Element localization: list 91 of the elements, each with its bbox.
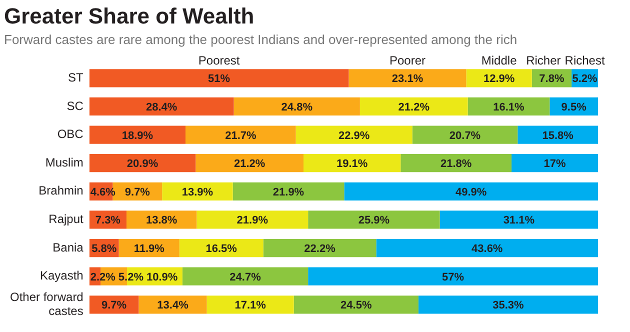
bar	[468, 97, 550, 116]
data-label: 11.9%	[134, 243, 165, 256]
bar	[412, 126, 518, 144]
bar	[196, 154, 304, 172]
bar	[126, 210, 197, 229]
bar	[89, 69, 349, 88]
bar	[440, 210, 598, 229]
data-label: 24.8%	[281, 102, 313, 114]
bar	[185, 126, 296, 144]
chart-subtitle: Forward castes are rare among the poorest Indians and over-represented among the rich	[4, 32, 518, 47]
bar	[348, 69, 466, 88]
data-label: 5.8%	[92, 243, 117, 256]
data-label: 20.7%	[449, 130, 481, 142]
data-label: 9.7%	[124, 186, 150, 198]
bar	[206, 296, 294, 314]
bar	[296, 126, 412, 144]
data-label: 22.9%	[338, 130, 370, 142]
series-label: Middle	[481, 53, 518, 68]
data-label: 35.3%	[492, 300, 524, 312]
data-label: 13.9%	[182, 186, 214, 198]
y-tick-label: Kayasth	[40, 268, 84, 283]
y-tick-label: Brahmin	[38, 184, 84, 198]
data-label: 21.2%	[234, 158, 266, 170]
data-label: 24.7%	[230, 271, 262, 284]
data-label: 21.8%	[440, 158, 472, 170]
y-tick-label: Rajput	[48, 212, 84, 226]
bar	[344, 182, 598, 200]
y-tick-label: Other forward castes	[10, 290, 84, 318]
data-label: 7.8%	[539, 73, 564, 86]
bar	[89, 126, 186, 144]
bar	[376, 238, 598, 258]
data-label: 7.3%	[95, 214, 121, 227]
data-label: 23.1%	[392, 73, 424, 86]
data-label: 10.9%	[146, 271, 178, 284]
y-tick-label: ST	[68, 70, 84, 84]
series-label: Poorest	[198, 53, 240, 68]
bar	[360, 97, 468, 116]
bar	[89, 154, 196, 172]
data-label: 9.7%	[101, 300, 127, 312]
chart-title: Greater Share of Wealth	[4, 3, 254, 28]
data-label: 17%	[544, 158, 566, 170]
data-label: 21.9%	[272, 186, 304, 198]
data-label: 5.2%	[118, 271, 144, 284]
bar	[89, 97, 234, 116]
series-label: Poorer	[390, 53, 426, 68]
bar	[179, 238, 264, 258]
data-label: 17.1%	[234, 300, 266, 312]
data-label: 28.4%	[146, 102, 178, 114]
bar	[294, 296, 418, 314]
data-label: 13.4%	[157, 300, 189, 312]
data-label: 15.8%	[542, 130, 574, 142]
bar	[303, 154, 401, 172]
bar	[182, 267, 308, 286]
bar	[234, 97, 360, 116]
data-label: 19.1%	[336, 158, 368, 170]
data-label: 20.9%	[126, 158, 158, 170]
data-label: 16.5%	[206, 243, 238, 256]
series-label: Richest	[564, 53, 606, 68]
data-label: 21.7%	[225, 130, 256, 142]
y-tick-label: SC	[66, 98, 84, 113]
data-label: 5.2%	[572, 73, 598, 86]
y-tick-label: OBC	[57, 127, 84, 142]
bar	[263, 238, 376, 258]
data-label: 43.6%	[472, 243, 503, 256]
data-label: 57%	[442, 271, 464, 284]
data-label: 2.2%	[90, 271, 116, 284]
bar	[418, 296, 598, 314]
data-label: 49.9%	[455, 186, 487, 198]
data-label: 12.9%	[483, 73, 515, 86]
y-tick-label: Bania	[52, 240, 84, 254]
y-tick-label: Muslim	[45, 155, 84, 170]
bar	[400, 154, 512, 172]
data-label: 9.5%	[561, 102, 587, 114]
bar	[196, 210, 308, 229]
bar	[232, 182, 344, 200]
data-label: 22.2%	[304, 243, 336, 256]
bar	[518, 126, 598, 144]
data-label: 18.9%	[122, 130, 154, 142]
data-label: 21.2%	[398, 102, 430, 114]
data-label: 21.9%	[236, 214, 268, 227]
data-label: 4.6%	[90, 186, 116, 198]
data-label: 13.8%	[146, 214, 178, 227]
bar	[308, 267, 598, 286]
data-label: 31.1%	[503, 214, 535, 227]
data-label: 51%	[208, 73, 230, 86]
bar	[308, 210, 440, 229]
data-label: 24.5%	[340, 300, 372, 312]
bar	[512, 154, 598, 172]
data-label: 16.1%	[493, 102, 525, 114]
data-label: 25.9%	[358, 214, 390, 227]
series-label: Richer	[526, 53, 561, 68]
